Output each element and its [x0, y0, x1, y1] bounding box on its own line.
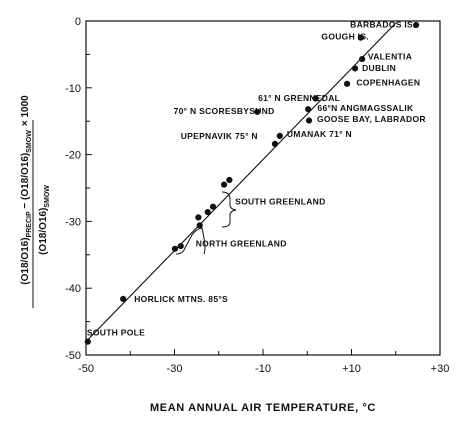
x-tick-label: -30	[167, 363, 183, 375]
x-tick-label: +30	[431, 363, 450, 375]
y-label-num-b: (O18/O16)	[20, 153, 31, 200]
data-point	[177, 243, 184, 250]
data-point	[209, 203, 217, 210]
data-point	[226, 176, 233, 184]
y-label-num-b-sub: SMOW	[26, 130, 33, 153]
data-point	[359, 55, 366, 63]
y-label-num-a: (O18/O16)	[20, 237, 31, 284]
y-axis-label-denominator: (O18/O16)SMOW	[38, 185, 51, 255]
point-annotation: COPENHAGEN	[356, 77, 420, 87]
data-point	[196, 222, 203, 229]
y-tick-label: 0	[75, 16, 81, 28]
data-point	[195, 214, 202, 221]
x-tick-label: -50	[78, 363, 94, 375]
data-point	[220, 181, 228, 188]
point-annotation: GOUGH IS.	[321, 31, 369, 41]
data-point	[312, 95, 319, 102]
tick-labels: -50 -30 -10 +10 +30 0 -10 -20 -30 -40 -50	[65, 16, 449, 375]
data-points	[84, 21, 420, 345]
point-annotation: UPEPNAVIK 75° N	[181, 131, 258, 141]
y-tick-label: -50	[65, 350, 81, 362]
point-annotation: UMANAK 71° N	[287, 129, 352, 139]
point-annotation: NORTH GREENLAND	[196, 238, 287, 248]
axis-ticks	[85, 20, 441, 356]
data-point	[357, 34, 364, 41]
y-label-den: (O18/O16)	[38, 208, 49, 255]
south-greenland-bracket	[221, 191, 237, 228]
x-tick-label: +10	[342, 363, 361, 375]
data-point	[271, 140, 279, 148]
point-annotation: HORLICK MTNS. 85°S	[134, 294, 228, 304]
data-point	[351, 65, 359, 72]
y-axis-label: (O18/O16)PRECIP − (O18/O16)SMOW× 1000 (O…	[20, 95, 51, 308]
point-annotation: SOUTH GREENLAND	[235, 196, 325, 206]
y-tick-label: -40	[65, 283, 81, 295]
data-point	[413, 21, 420, 29]
x-tick-label: -10	[255, 363, 271, 375]
point-annotation: BARBADOS IS.	[350, 19, 415, 29]
point-annotation: DUBLIN	[362, 63, 396, 73]
data-point	[276, 132, 283, 139]
y-label-den-sub: SMOW	[44, 185, 51, 208]
point-annotation: 70° N SCORESBYSUND	[174, 106, 275, 116]
data-point	[305, 106, 312, 113]
y-axis-label-numerator: (O18/O16)PRECIP − (O18/O16)SMOW× 1000	[20, 95, 33, 285]
y-label-num-a-sub: PRECIP	[26, 211, 33, 237]
y-tick-label: -10	[65, 83, 81, 95]
group-brackets	[175, 191, 237, 255]
point-annotation: 61° N GRENNEDAL	[258, 93, 340, 103]
north-greenland-bracket	[175, 227, 206, 255]
x-axis-label: MEAN ANNUAL AIR TEMPERATURE, °C	[150, 402, 376, 414]
data-point	[343, 80, 351, 87]
data-point	[120, 295, 127, 302]
data-point	[305, 117, 313, 124]
point-annotation: GOOSE BAY, LABRADOR	[317, 114, 426, 124]
point-annotation: 66°N ANGMAGSSALIK	[317, 103, 414, 113]
regression-line	[85, 22, 397, 343]
y-tick-label: -30	[65, 216, 81, 228]
data-point	[171, 245, 179, 252]
point-annotation: VALENTIA	[368, 51, 412, 61]
annotations: BARBADOS IS. GOUGH IS. VALENTIA DUBLIN COPEN…	[87, 19, 426, 337]
data-point	[204, 208, 211, 216]
data-point	[84, 338, 91, 345]
y-label-minus: −	[20, 200, 31, 211]
y-tick-label: -20	[65, 150, 81, 162]
point-annotation: SOUTH POLE	[87, 327, 145, 337]
y-label-multiplier: × 1000	[20, 95, 31, 126]
data-point	[254, 108, 261, 115]
